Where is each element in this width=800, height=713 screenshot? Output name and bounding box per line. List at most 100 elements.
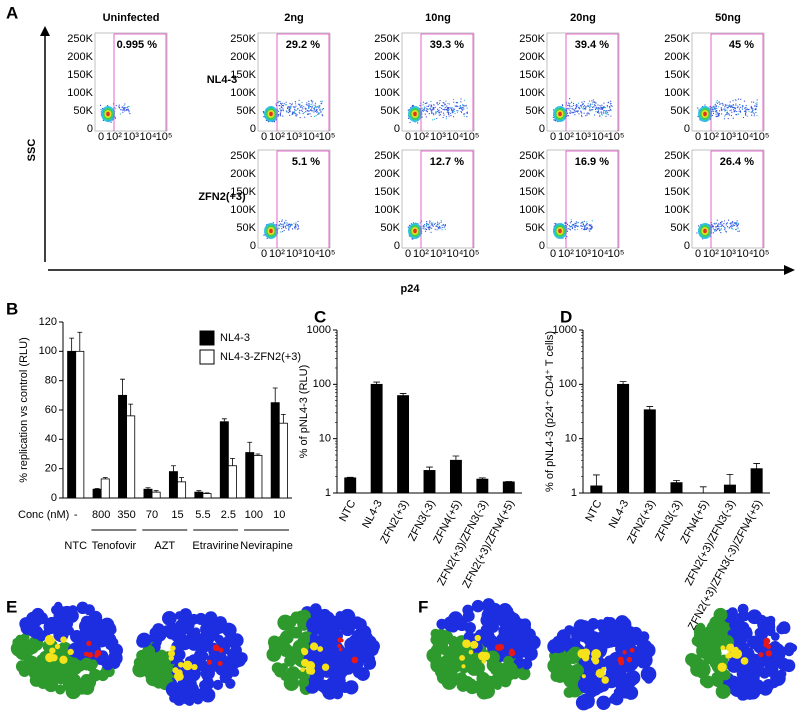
y-tick-label: 120 (39, 316, 57, 328)
event (436, 112, 437, 113)
atom-cluster (718, 663, 727, 672)
event (295, 222, 296, 223)
event (574, 112, 575, 113)
event (713, 223, 714, 224)
flow-y-tick: 150K (230, 186, 256, 198)
ssc-label: SSC (26, 139, 38, 162)
flow-x-tick: 10³ (575, 131, 591, 143)
event (441, 105, 442, 106)
flow-y-tick: 200K (67, 51, 93, 63)
event (575, 105, 576, 106)
event (593, 99, 594, 100)
event (287, 107, 288, 108)
panel-label: F (418, 597, 428, 616)
event (289, 224, 290, 225)
event (462, 107, 463, 108)
atom-cluster (462, 639, 471, 648)
atom-cluster (480, 614, 493, 627)
flow-x-tick: 10³ (720, 131, 736, 143)
event (457, 106, 458, 107)
event (309, 113, 310, 114)
event (436, 118, 437, 119)
event (443, 102, 444, 103)
atom-cluster (322, 612, 335, 625)
atom-cluster (625, 670, 640, 685)
atom-cluster (216, 664, 227, 675)
bar (178, 482, 186, 498)
flow-y-tick: 0 (684, 123, 690, 135)
density-core (269, 112, 273, 116)
event (430, 108, 431, 109)
event (574, 226, 575, 227)
event (278, 114, 279, 115)
event (439, 110, 440, 111)
event (605, 112, 606, 113)
flow-x-tick: 10² (558, 248, 574, 260)
event (732, 105, 733, 106)
event (575, 225, 576, 226)
event (310, 110, 311, 111)
event (571, 111, 572, 112)
event (417, 122, 418, 123)
event (311, 101, 312, 102)
event (745, 111, 746, 112)
atom-cluster (571, 629, 584, 642)
event (315, 103, 316, 104)
bar (152, 492, 160, 498)
flow-y-tick: 100K (230, 204, 256, 216)
flow-y-tick: 200K (519, 51, 545, 63)
flow-y-tick: 100K (67, 87, 93, 99)
event (423, 104, 424, 105)
flow-x-tick: 10³ (286, 131, 302, 143)
y-tick-label: 100 (39, 345, 57, 357)
bar (93, 489, 101, 498)
bar (203, 494, 211, 498)
event (419, 222, 420, 223)
flow-x-tick: 0 (261, 248, 267, 260)
event (430, 104, 431, 105)
event (569, 108, 570, 109)
event (716, 108, 717, 109)
event (609, 110, 610, 111)
atom-cluster (277, 615, 293, 631)
bar (101, 479, 109, 498)
event (424, 106, 425, 107)
event (304, 117, 305, 118)
atom-cluster (614, 667, 626, 679)
column-header: 2ng (284, 12, 304, 24)
atom-cluster (715, 635, 723, 643)
event (429, 113, 430, 114)
flow-y-tick: 250K (67, 33, 93, 45)
event (599, 115, 600, 116)
event (751, 107, 752, 108)
event (312, 102, 313, 103)
event (724, 106, 725, 107)
event (745, 115, 746, 116)
event (446, 105, 447, 106)
y-tick-label: 80 (45, 375, 57, 387)
event (423, 228, 424, 229)
y-tick-label: 100 (313, 378, 331, 390)
event (294, 107, 295, 108)
event (279, 105, 280, 106)
event (125, 107, 126, 108)
atom-cluster (207, 660, 212, 665)
atom-cluster (774, 651, 784, 661)
event (322, 115, 323, 116)
column-header: 10ng (425, 12, 451, 24)
event (582, 226, 583, 227)
bar (477, 479, 488, 493)
event (433, 113, 434, 114)
event (437, 222, 438, 223)
event (732, 222, 733, 223)
event (302, 108, 303, 109)
flow-x-tick: 0 (695, 248, 701, 260)
event (427, 223, 428, 224)
event (428, 106, 429, 107)
atom-cluster (475, 635, 481, 641)
atom-cluster (363, 632, 373, 642)
event (298, 228, 299, 229)
atom-cluster (316, 681, 326, 691)
event (745, 107, 746, 108)
event (299, 112, 300, 113)
